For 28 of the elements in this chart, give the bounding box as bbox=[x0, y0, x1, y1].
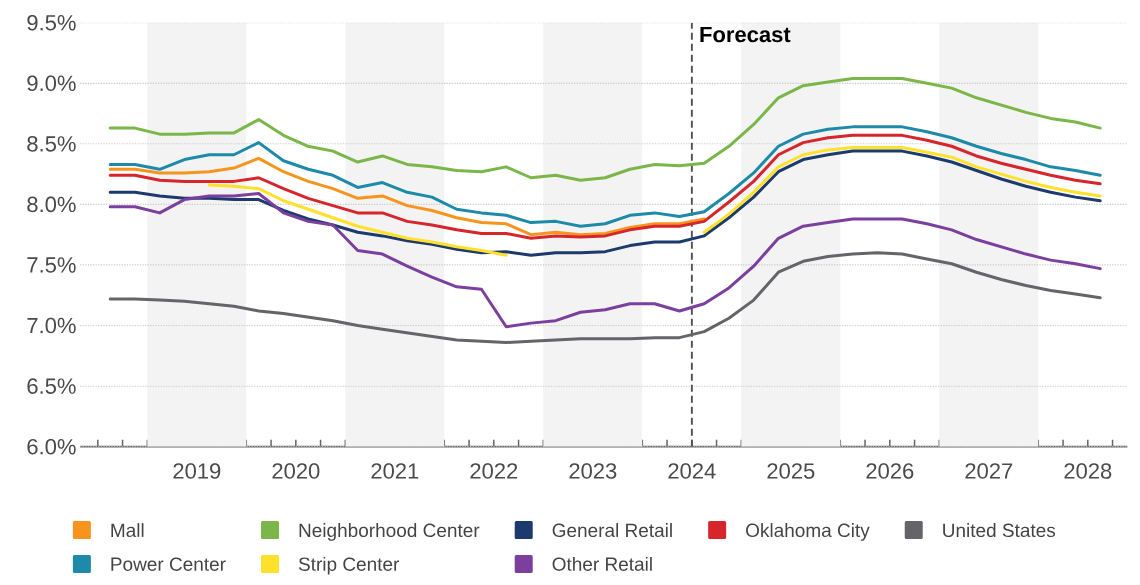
legend-label: United States bbox=[943, 523, 1056, 538]
legend-label: Power Center bbox=[111, 557, 226, 571]
ref-line-label: Forecast bbox=[700, 26, 791, 43]
legend-label: Strip Center bbox=[298, 556, 400, 575]
legend-label: General Retail bbox=[552, 523, 672, 538]
x-tick-label: 2023 bbox=[569, 463, 617, 479]
x-tick-label: 2026 bbox=[866, 463, 914, 479]
x-tick-label: 2019 bbox=[173, 463, 221, 479]
y-tick-label: 8.0% bbox=[27, 196, 76, 213]
y-tick-label: 9.0% bbox=[27, 75, 76, 92]
x-tick-label: 2024 bbox=[668, 463, 716, 479]
x-tick-label: 2025 bbox=[767, 463, 815, 479]
legend-label: Mall bbox=[111, 523, 144, 538]
y-tick-label: 7.0% bbox=[27, 317, 76, 334]
x-tick-label: 2028 bbox=[1064, 463, 1112, 479]
x-tick-label: 2027 bbox=[965, 463, 1013, 479]
y-tick-label: 7.5% bbox=[27, 257, 76, 273]
x-tick-label: 2022 bbox=[470, 463, 518, 479]
y-tick-label: 6.5% bbox=[27, 378, 76, 394]
line-series bbox=[108, 156, 706, 237]
legend-label: Oklahoma City bbox=[746, 523, 870, 541]
y-tick-label: 8.5% bbox=[27, 136, 76, 152]
y-tick-label: 6.0% bbox=[27, 438, 76, 455]
y-tick-label: 9.5% bbox=[27, 14, 76, 31]
legend-label: Neighborhood Center bbox=[299, 523, 480, 541]
legend-label: Other Retail bbox=[552, 556, 652, 571]
x-tick-label: 2021 bbox=[371, 463, 419, 479]
x-tick-label: 2020 bbox=[272, 463, 320, 479]
